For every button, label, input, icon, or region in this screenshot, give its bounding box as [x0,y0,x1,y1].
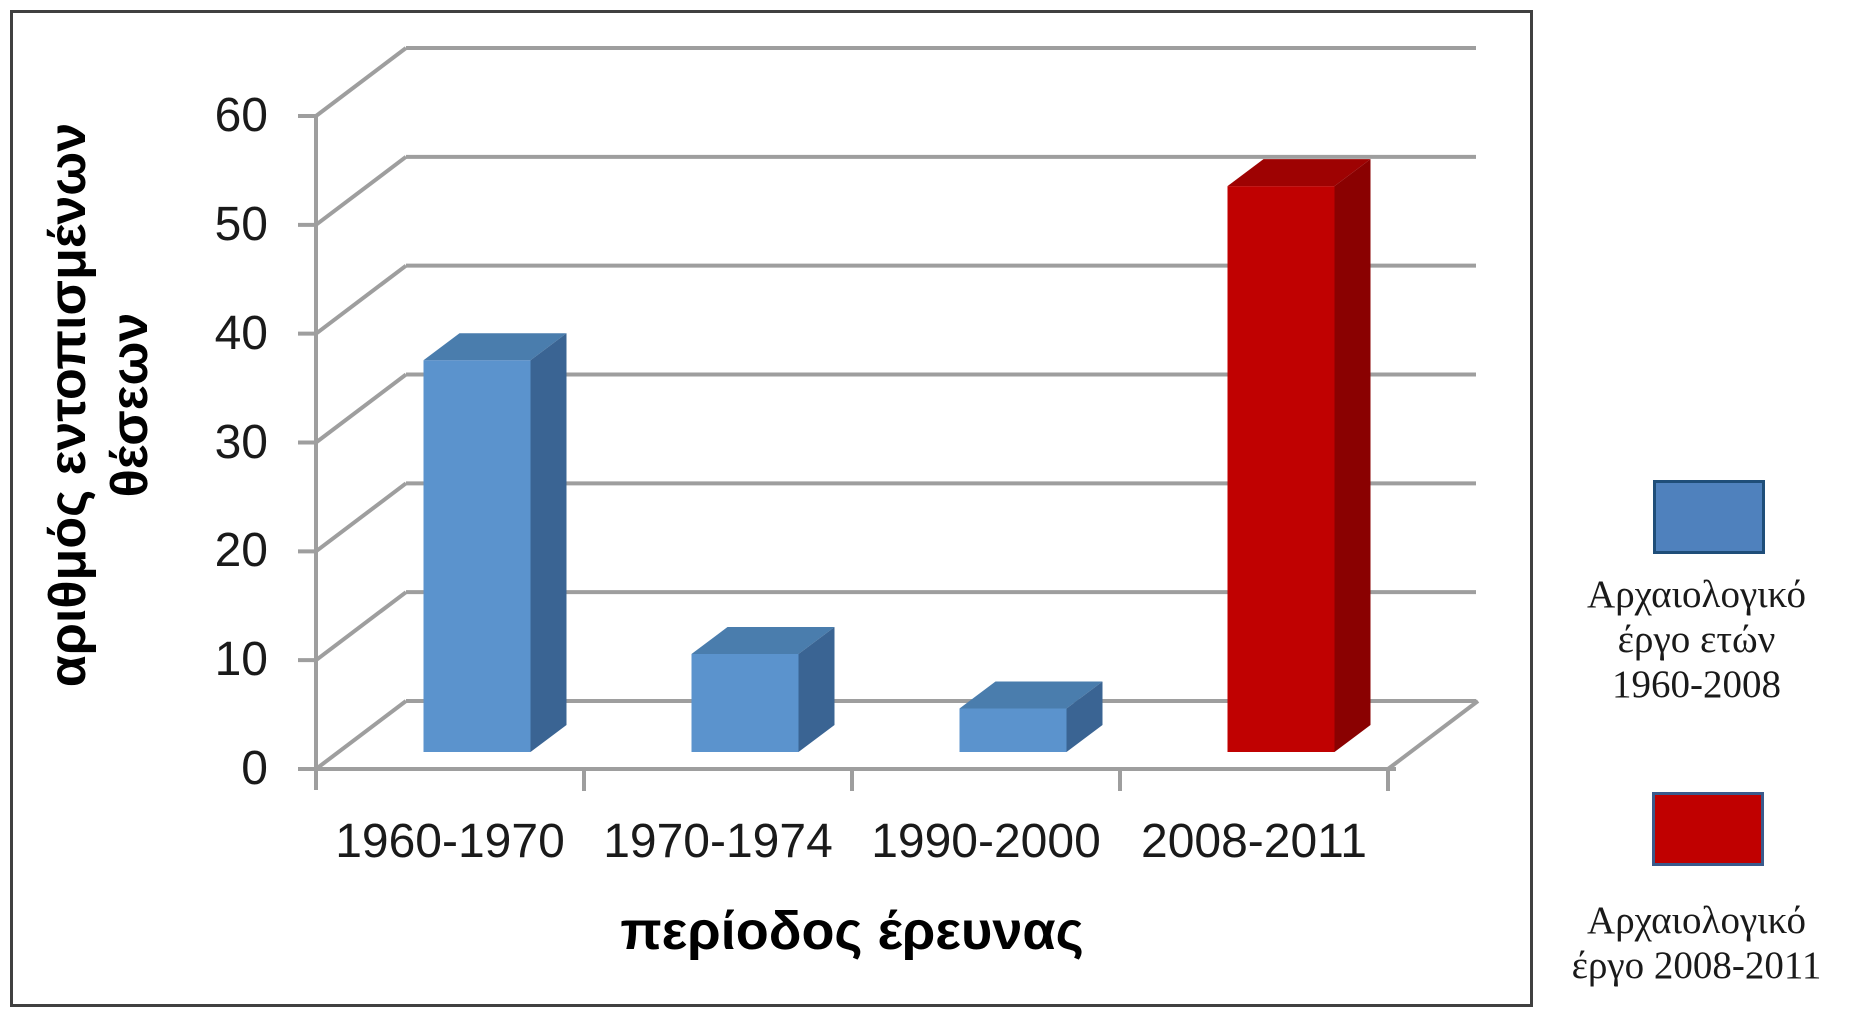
side-wall-gridline [314,46,408,118]
side-wall-gridline [314,481,408,553]
y-tick-label: 60 [214,89,268,142]
legend: Αρχαιολογικό έργο ετών 1960-2008 Αρχαιολ… [1538,0,1855,1013]
y-axis-title: αριθμός εντοπισμένων θέσεων [39,122,159,688]
side-wall-gridline [314,372,408,445]
bar-front-face [423,360,531,752]
legend-swatch-red [1652,792,1764,866]
y-tick-label: 20 [214,524,268,578]
category-label: 1990-2000 [871,815,1101,868]
y-tick-label: 10 [214,633,268,687]
side-wall-gridline [314,699,408,771]
bar-top-face [1227,159,1371,187]
bar-front-face [1227,186,1335,752]
category-label: 1970-1974 [603,815,833,868]
category-label: 1960-1970 [335,815,565,868]
bar-side-face [1066,681,1103,752]
bar-front-face [959,708,1067,752]
y-tick-label: 40 [214,306,268,360]
bar-front-face [691,654,799,752]
legend-swatch-blue [1653,480,1765,554]
legend-item-label: Αρχαιολογικό έργο 2008-2011 [1571,899,1822,987]
side-wall-gridline [314,155,408,227]
side-wall-gridline [314,590,408,662]
side-wall-gridline [314,264,408,336]
y-tick-label: 50 [214,197,268,251]
bar-top-face [959,681,1103,709]
y-tick-label: 0 [241,742,268,795]
bar-side-face [1334,159,1371,752]
y-tick-label: 30 [214,415,268,469]
bar-top-face [691,627,835,655]
category-label: 2008-2011 [1141,815,1367,868]
legend-item-label: Αρχαιολογικό έργο ετών 1960-2008 [1587,573,1806,706]
floor-right-edge [1386,699,1480,771]
bar-side-face [798,627,835,752]
bar-top-face [423,333,567,361]
x-axis-title: περίοδος έρευνας [620,901,1084,961]
bar-side-face [530,333,567,752]
